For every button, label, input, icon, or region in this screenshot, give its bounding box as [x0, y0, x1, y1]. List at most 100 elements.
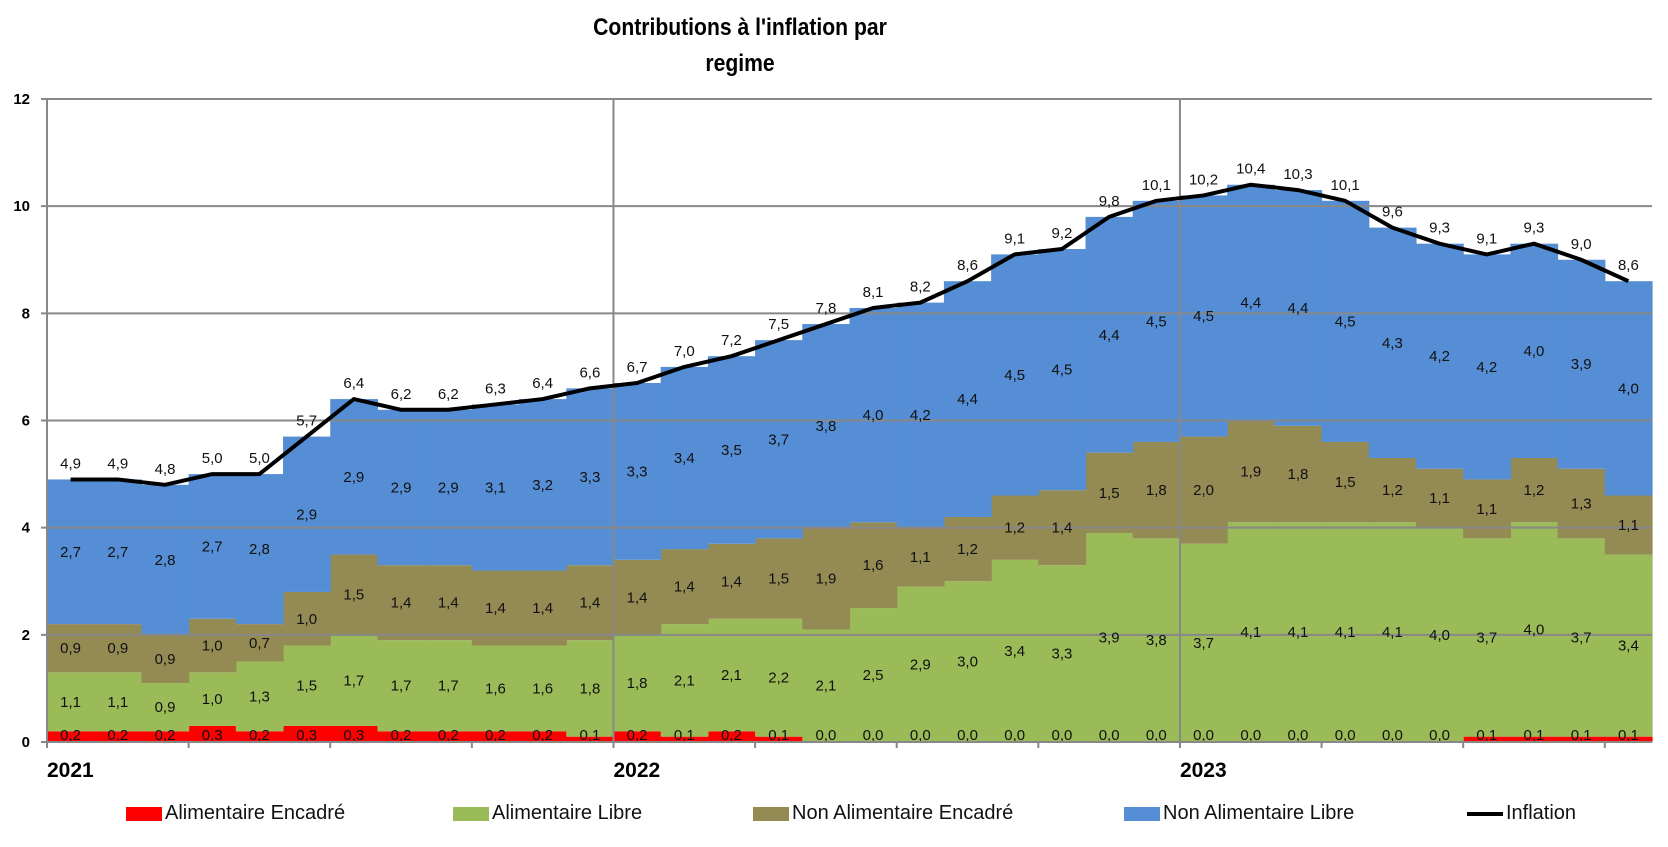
area-segment — [377, 565, 426, 641]
data-label: 0,0 — [910, 727, 931, 744]
data-label: 0,0 — [1051, 727, 1072, 744]
data-label: 1,4 — [579, 595, 600, 612]
legend-label: Alimentaire Libre — [492, 802, 643, 824]
legend-swatch — [126, 806, 162, 821]
area-segment — [802, 527, 851, 630]
inflation-label: 9,1 — [1476, 230, 1497, 247]
data-label: 1,0 — [202, 638, 223, 655]
area-segment — [1179, 195, 1228, 437]
area-segment — [330, 554, 379, 635]
data-label: 4,0 — [1524, 343, 1545, 360]
area-segment — [1085, 533, 1134, 742]
legend-label: Inflation — [1506, 802, 1577, 824]
inflation-label: 10,2 — [1189, 171, 1218, 188]
stacked-area-chart: 0,2 0,2 0,2 0,3 0,2 0,3 0,3 0,2 0,2 0,2 0,2 0,1 0,2 0… — [13, 91, 1653, 782]
area-segment — [1368, 522, 1417, 742]
area-segment — [283, 436, 331, 592]
data-label: 4,2 — [1429, 348, 1450, 365]
legend-item-inflation[interactable]: Inflation — [1467, 802, 1576, 825]
data-label: 1,8 — [1288, 466, 1309, 483]
area-segment — [235, 731, 284, 742]
legend-item-non-alimentaire-libre[interactable]: Non Alimentaire Libre — [1124, 802, 1354, 825]
area-segment — [471, 570, 520, 646]
data-label: 0,2 — [485, 727, 506, 744]
area-segment — [94, 479, 143, 625]
data-label: 1,4 — [485, 600, 506, 617]
area-segment — [424, 731, 473, 742]
legend-item-non-alimentaire-encadre[interactable]: Non Alimentaire Encadré — [753, 802, 1013, 825]
area-segment — [1321, 522, 1370, 742]
data-label: 1,5 — [296, 678, 317, 695]
legend-label: Alimentaire Encadré — [165, 802, 346, 824]
area-segment — [1274, 190, 1323, 426]
inflation-label: 4,9 — [107, 455, 128, 472]
area-segment — [566, 388, 615, 566]
data-label: 0,9 — [155, 651, 176, 668]
data-label: 4,5 — [1193, 308, 1214, 325]
chart-title-line-2: regime — [705, 50, 775, 77]
area-segment — [943, 581, 992, 742]
data-label: 1,7 — [343, 672, 364, 689]
area-segment — [377, 731, 426, 742]
inflation-label: 8,6 — [957, 257, 978, 274]
data-label: 3,7 — [1571, 630, 1592, 647]
data-label: 0,2 — [721, 727, 742, 744]
area-segment — [1510, 522, 1559, 737]
inflation-label: 9,1 — [1004, 230, 1025, 247]
data-label: 3,4 — [1004, 643, 1025, 660]
data-label: 4,1 — [1382, 624, 1403, 641]
legend-item-alimentaire-encadre[interactable]: Alimentaire Encadré — [126, 802, 345, 825]
legend-item-alimentaire-libre[interactable]: Alimentaire Libre — [453, 802, 642, 825]
inflation-label: 9,3 — [1429, 220, 1450, 237]
area-segment — [1463, 254, 1511, 480]
data-label: 1,4 — [438, 595, 459, 612]
inflation-label: 7,2 — [721, 332, 742, 349]
data-label: 3,1 — [485, 479, 506, 496]
area-segment — [47, 624, 95, 673]
data-label: 3,8 — [1146, 632, 1167, 649]
inflation-line-layer — [70, 182, 1630, 487]
data-label: 3,0 — [957, 654, 978, 671]
data-label: 0,9 — [107, 640, 128, 657]
data-label: 4,3 — [1382, 335, 1403, 352]
data-label: 4,5 — [1335, 313, 1356, 330]
data-label: 1,1 — [60, 694, 81, 711]
data-label: 3,3 — [1051, 646, 1072, 663]
data-label: 4,4 — [957, 391, 978, 408]
inflation-label: 7,8 — [815, 300, 836, 317]
inflation-label: 7,5 — [768, 316, 789, 333]
area-segment — [235, 474, 284, 625]
area-segment — [1085, 216, 1134, 453]
data-label: 1,4 — [721, 573, 742, 590]
data-label: 3,9 — [1099, 630, 1120, 647]
inflation-label: 6,2 — [391, 386, 412, 403]
data-label: 0,0 — [863, 727, 884, 744]
data-label: 1,1 — [107, 694, 128, 711]
area-segment — [755, 618, 803, 737]
area-segment — [849, 522, 898, 609]
y-tick-label: 12 — [13, 91, 30, 108]
area-segment — [1463, 538, 1511, 737]
data-label: 0,2 — [60, 727, 81, 744]
area-segment — [330, 725, 379, 742]
data-label: 1,1 — [1476, 501, 1497, 518]
data-label: 0,0 — [1382, 727, 1403, 744]
area-segment — [991, 559, 1039, 742]
inflation-label: 10,4 — [1236, 161, 1265, 178]
data-label: 1,6 — [532, 680, 553, 697]
inflation-label: 6,3 — [485, 380, 506, 397]
area-segment — [141, 484, 190, 635]
area-segment — [283, 591, 331, 646]
data-label: 4,2 — [910, 407, 931, 424]
data-label: 1,2 — [957, 541, 978, 558]
data-label: 0,0 — [1429, 727, 1450, 744]
inflation-label: 6,4 — [343, 375, 364, 392]
data-label: 1,1 — [1429, 490, 1450, 507]
data-label: 1,7 — [391, 678, 412, 695]
area-segment — [188, 672, 237, 726]
inflation-label: 8,6 — [1618, 257, 1639, 274]
inflation-label: 6,2 — [438, 386, 459, 403]
data-label: 2,5 — [863, 667, 884, 684]
area-segment — [1510, 243, 1559, 459]
data-label: 2,7 — [60, 544, 81, 561]
